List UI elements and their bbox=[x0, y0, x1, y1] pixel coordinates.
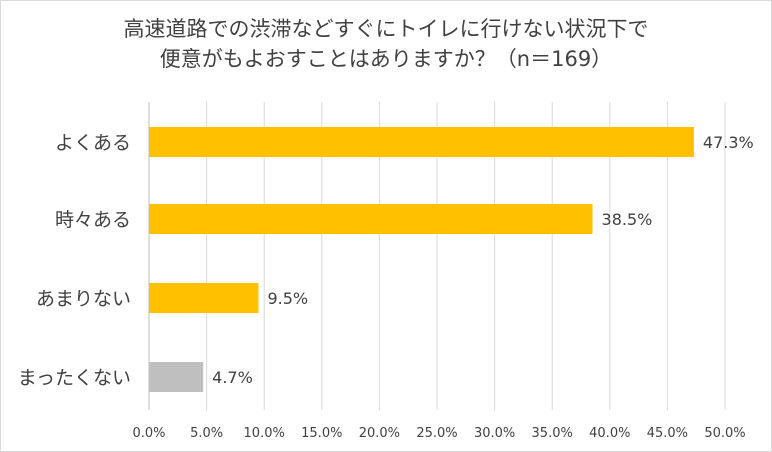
x-tick-label: 15.0% bbox=[301, 426, 342, 441]
category-label: まったくない bbox=[18, 367, 131, 389]
x-tick-label: 10.0% bbox=[244, 426, 285, 441]
x-tick-label: 50.0% bbox=[704, 426, 745, 441]
data-label: 38.5% bbox=[602, 210, 653, 229]
data-label: 4.7% bbox=[212, 368, 253, 387]
bar bbox=[149, 204, 593, 234]
chart-title: 高速道路での渋滞などすぐにトイレに行けない状況下で 便意がもよおすことはあります… bbox=[0, 14, 772, 74]
chart-title-line-1: 高速道路での渋滞などすぐにトイレに行けない状況下で bbox=[123, 17, 649, 41]
chart-title-line-2: 便意がもよおすことはありますか？（n＝169） bbox=[159, 47, 613, 71]
x-tick-label: 20.0% bbox=[359, 426, 400, 441]
category-label: よくある bbox=[55, 132, 131, 154]
x-tick-label: 45.0% bbox=[647, 426, 688, 441]
data-label: 9.5% bbox=[267, 289, 308, 308]
x-tick-label: 0.0% bbox=[132, 426, 165, 441]
x-tick-label: 25.0% bbox=[416, 426, 457, 441]
bar bbox=[149, 127, 694, 157]
x-tick-label: 40.0% bbox=[589, 426, 630, 441]
bar bbox=[149, 283, 259, 313]
x-tick-label: 30.0% bbox=[474, 426, 515, 441]
category-label: 時々ある bbox=[55, 209, 131, 231]
bar bbox=[149, 362, 204, 392]
category-label: あまりない bbox=[36, 288, 131, 310]
x-tick-label: 5.0% bbox=[190, 426, 223, 441]
data-label: 47.3% bbox=[703, 133, 754, 152]
x-tick-label: 35.0% bbox=[532, 426, 573, 441]
